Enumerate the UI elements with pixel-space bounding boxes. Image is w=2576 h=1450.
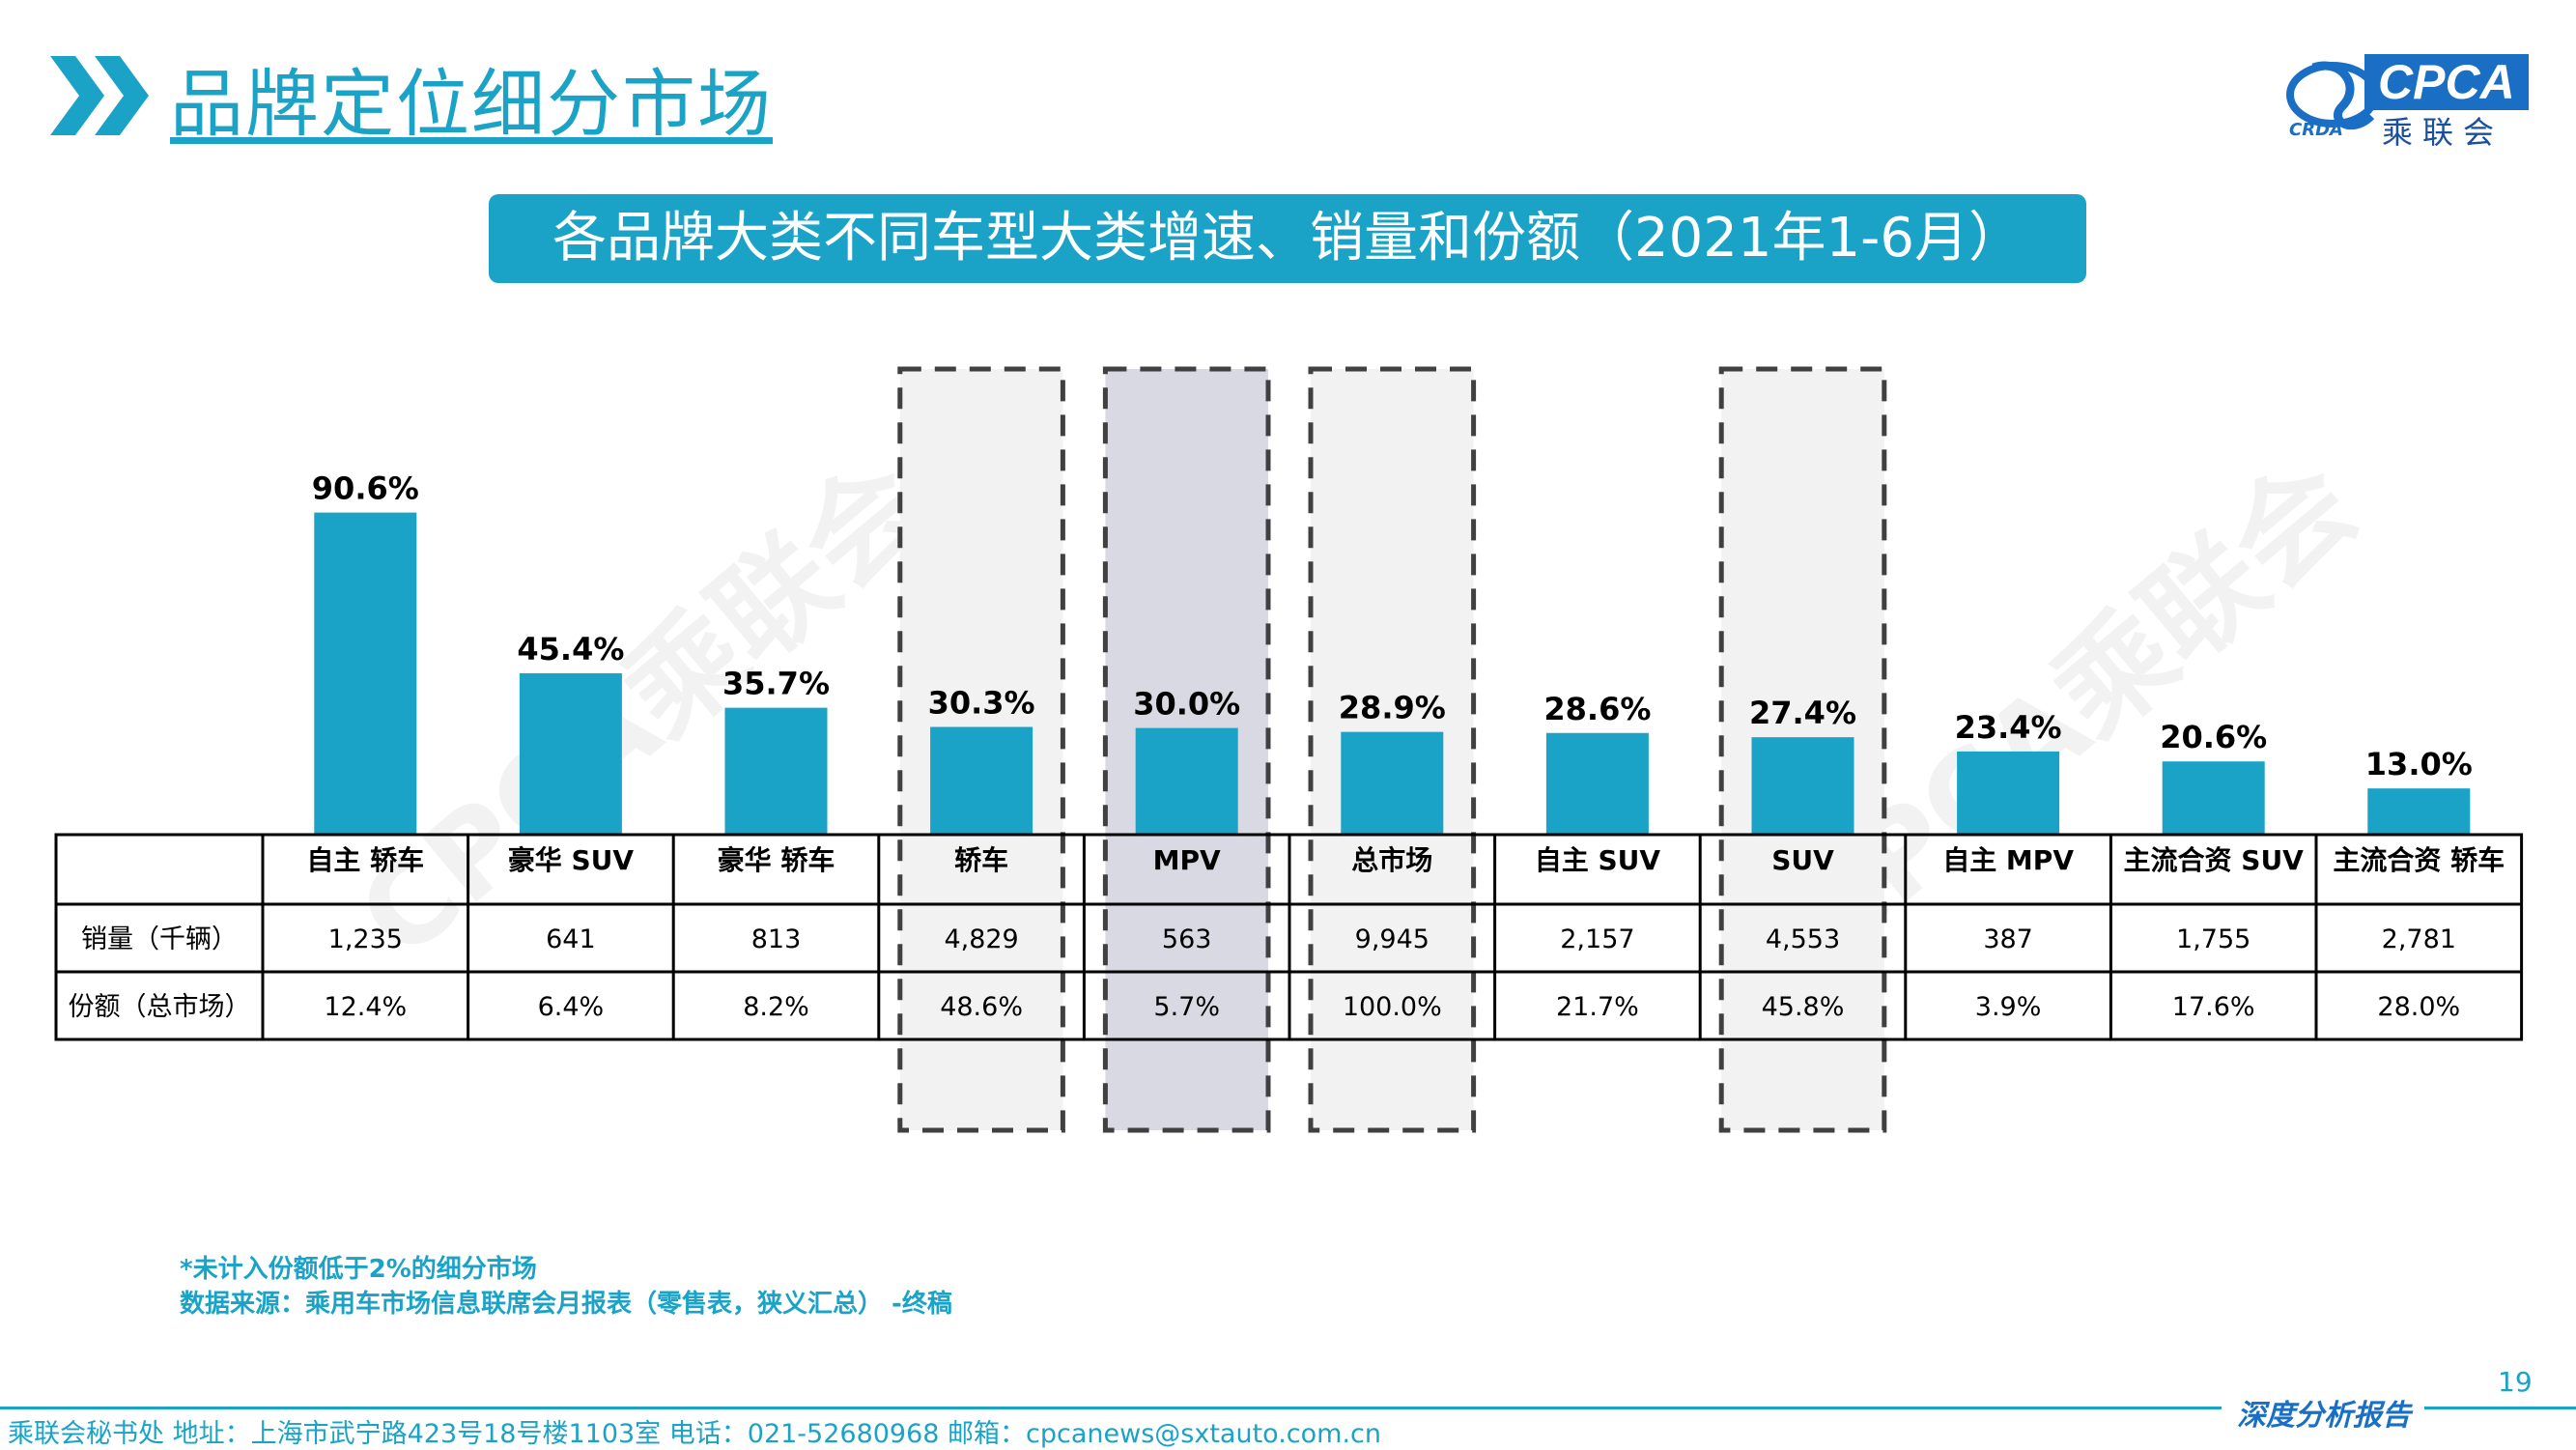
bar bbox=[519, 672, 622, 835]
category-label: 主流合资 SUV bbox=[2124, 844, 2305, 876]
bar-value-label: 35.7% bbox=[722, 666, 830, 702]
category-label: 主流合资 轿车 bbox=[2333, 844, 2505, 876]
logo-sub: CRDA bbox=[2289, 120, 2343, 140]
table-cell: 563 bbox=[1162, 924, 1212, 954]
bar-value-label: 28.6% bbox=[1543, 691, 1651, 727]
note-line-2: 数据来源：乘用车市场信息联席会月报表（零售表，狭义汇总） -终稿 bbox=[180, 1290, 952, 1319]
table-cell: 48.6% bbox=[940, 992, 1023, 1022]
bar-value-label: 13.0% bbox=[2365, 746, 2473, 782]
table-cell: 8.2% bbox=[743, 992, 809, 1022]
table-cell: 641 bbox=[546, 924, 596, 954]
table-cell: 4,829 bbox=[944, 924, 1018, 954]
page-title: 品牌定位细分市场 bbox=[170, 61, 773, 147]
bar-value-label: 30.0% bbox=[1133, 686, 1240, 723]
category-label: 自主 SUV bbox=[1535, 844, 1661, 876]
category-label: MPV bbox=[1153, 844, 1221, 876]
bar bbox=[1135, 727, 1238, 835]
bar bbox=[724, 707, 828, 835]
page-number: 19 bbox=[2498, 1366, 2533, 1398]
category-label: 豪华 SUV bbox=[508, 844, 635, 876]
bar bbox=[2162, 761, 2265, 835]
table-cell: 17.6% bbox=[2172, 992, 2255, 1022]
table-cell: 21.7% bbox=[1556, 992, 1639, 1022]
table-cell: 1,755 bbox=[2176, 924, 2250, 954]
table-cell: 12.4% bbox=[324, 992, 407, 1022]
bar-value-label: 28.9% bbox=[1339, 690, 1446, 726]
bar bbox=[1751, 737, 1854, 835]
table-cell: 2,781 bbox=[2382, 924, 2456, 954]
bar bbox=[930, 726, 1033, 835]
bar-value-label: 27.4% bbox=[1749, 695, 1856, 731]
table-cell: 1,235 bbox=[328, 924, 403, 954]
chart-banner: 各品牌大类不同车型大类增速、销量和份额（2021年1-6月） bbox=[489, 194, 2086, 283]
bar-value-label: 23.4% bbox=[1955, 709, 2062, 746]
row-label: 销量（千辆） bbox=[81, 924, 238, 954]
category-label: 自主 MPV bbox=[1942, 844, 2074, 876]
table-cell: 100.0% bbox=[1343, 992, 1442, 1022]
category-label: 自主 轿车 bbox=[306, 844, 424, 876]
table-cell: 2,157 bbox=[1560, 924, 1634, 954]
bar bbox=[314, 512, 417, 835]
table-cell: 45.8% bbox=[1762, 992, 1845, 1022]
bar-chart: 90.6% 45.4% 35.7% 30.3% 30.0% 28.9% 28.6% 27.4%… bbox=[54, 366, 2524, 1133]
table-cell: 387 bbox=[1983, 924, 2033, 954]
bar bbox=[2367, 788, 2471, 835]
bar bbox=[1957, 751, 2060, 835]
bar bbox=[1341, 731, 1444, 835]
category-label: 豪华 轿车 bbox=[718, 844, 835, 876]
row-label: 份额（总市场） bbox=[69, 992, 251, 1022]
table-cell: 5.7% bbox=[1153, 992, 1220, 1022]
bar-value-label: 45.4% bbox=[517, 631, 624, 668]
logo-brand: CPCA bbox=[2364, 54, 2529, 110]
double-chevron-right-icon bbox=[50, 56, 149, 135]
table-cell: 28.0% bbox=[2377, 992, 2460, 1022]
footer-contact: 乘联会秘书处 地址：上海市武宁路423号18号楼1103室 电话：021-526… bbox=[8, 1419, 1382, 1449]
footer-divider-right bbox=[2424, 1407, 2576, 1409]
notes: *未计入份额低于2%的细分市场 数据来源：乘用车市场信息联席会月报表（零售表，狭… bbox=[180, 1252, 952, 1322]
table-cell: 9,945 bbox=[1355, 924, 1430, 954]
bar bbox=[1545, 732, 1649, 835]
bar-value-label: 90.6% bbox=[312, 470, 419, 507]
bar-value-label: 30.3% bbox=[928, 684, 1035, 721]
table-cell: 3.9% bbox=[1975, 992, 2042, 1022]
report-tag: 深度分析报告 bbox=[2237, 1399, 2411, 1433]
category-label: SUV bbox=[1771, 844, 1834, 876]
table-cell: 4,553 bbox=[1766, 924, 1840, 954]
note-line-1: *未计入份额低于2%的细分市场 bbox=[180, 1255, 537, 1284]
footer-divider bbox=[0, 1407, 2222, 1409]
table-cell: 813 bbox=[751, 924, 802, 954]
logo-cn: 乘联会 bbox=[2382, 114, 2505, 151]
category-label: 轿车 bbox=[954, 844, 1008, 876]
category-label: 总市场 bbox=[1351, 844, 1432, 876]
table-cell: 6.4% bbox=[538, 992, 605, 1022]
bar-value-label: 20.6% bbox=[2160, 719, 2267, 755]
